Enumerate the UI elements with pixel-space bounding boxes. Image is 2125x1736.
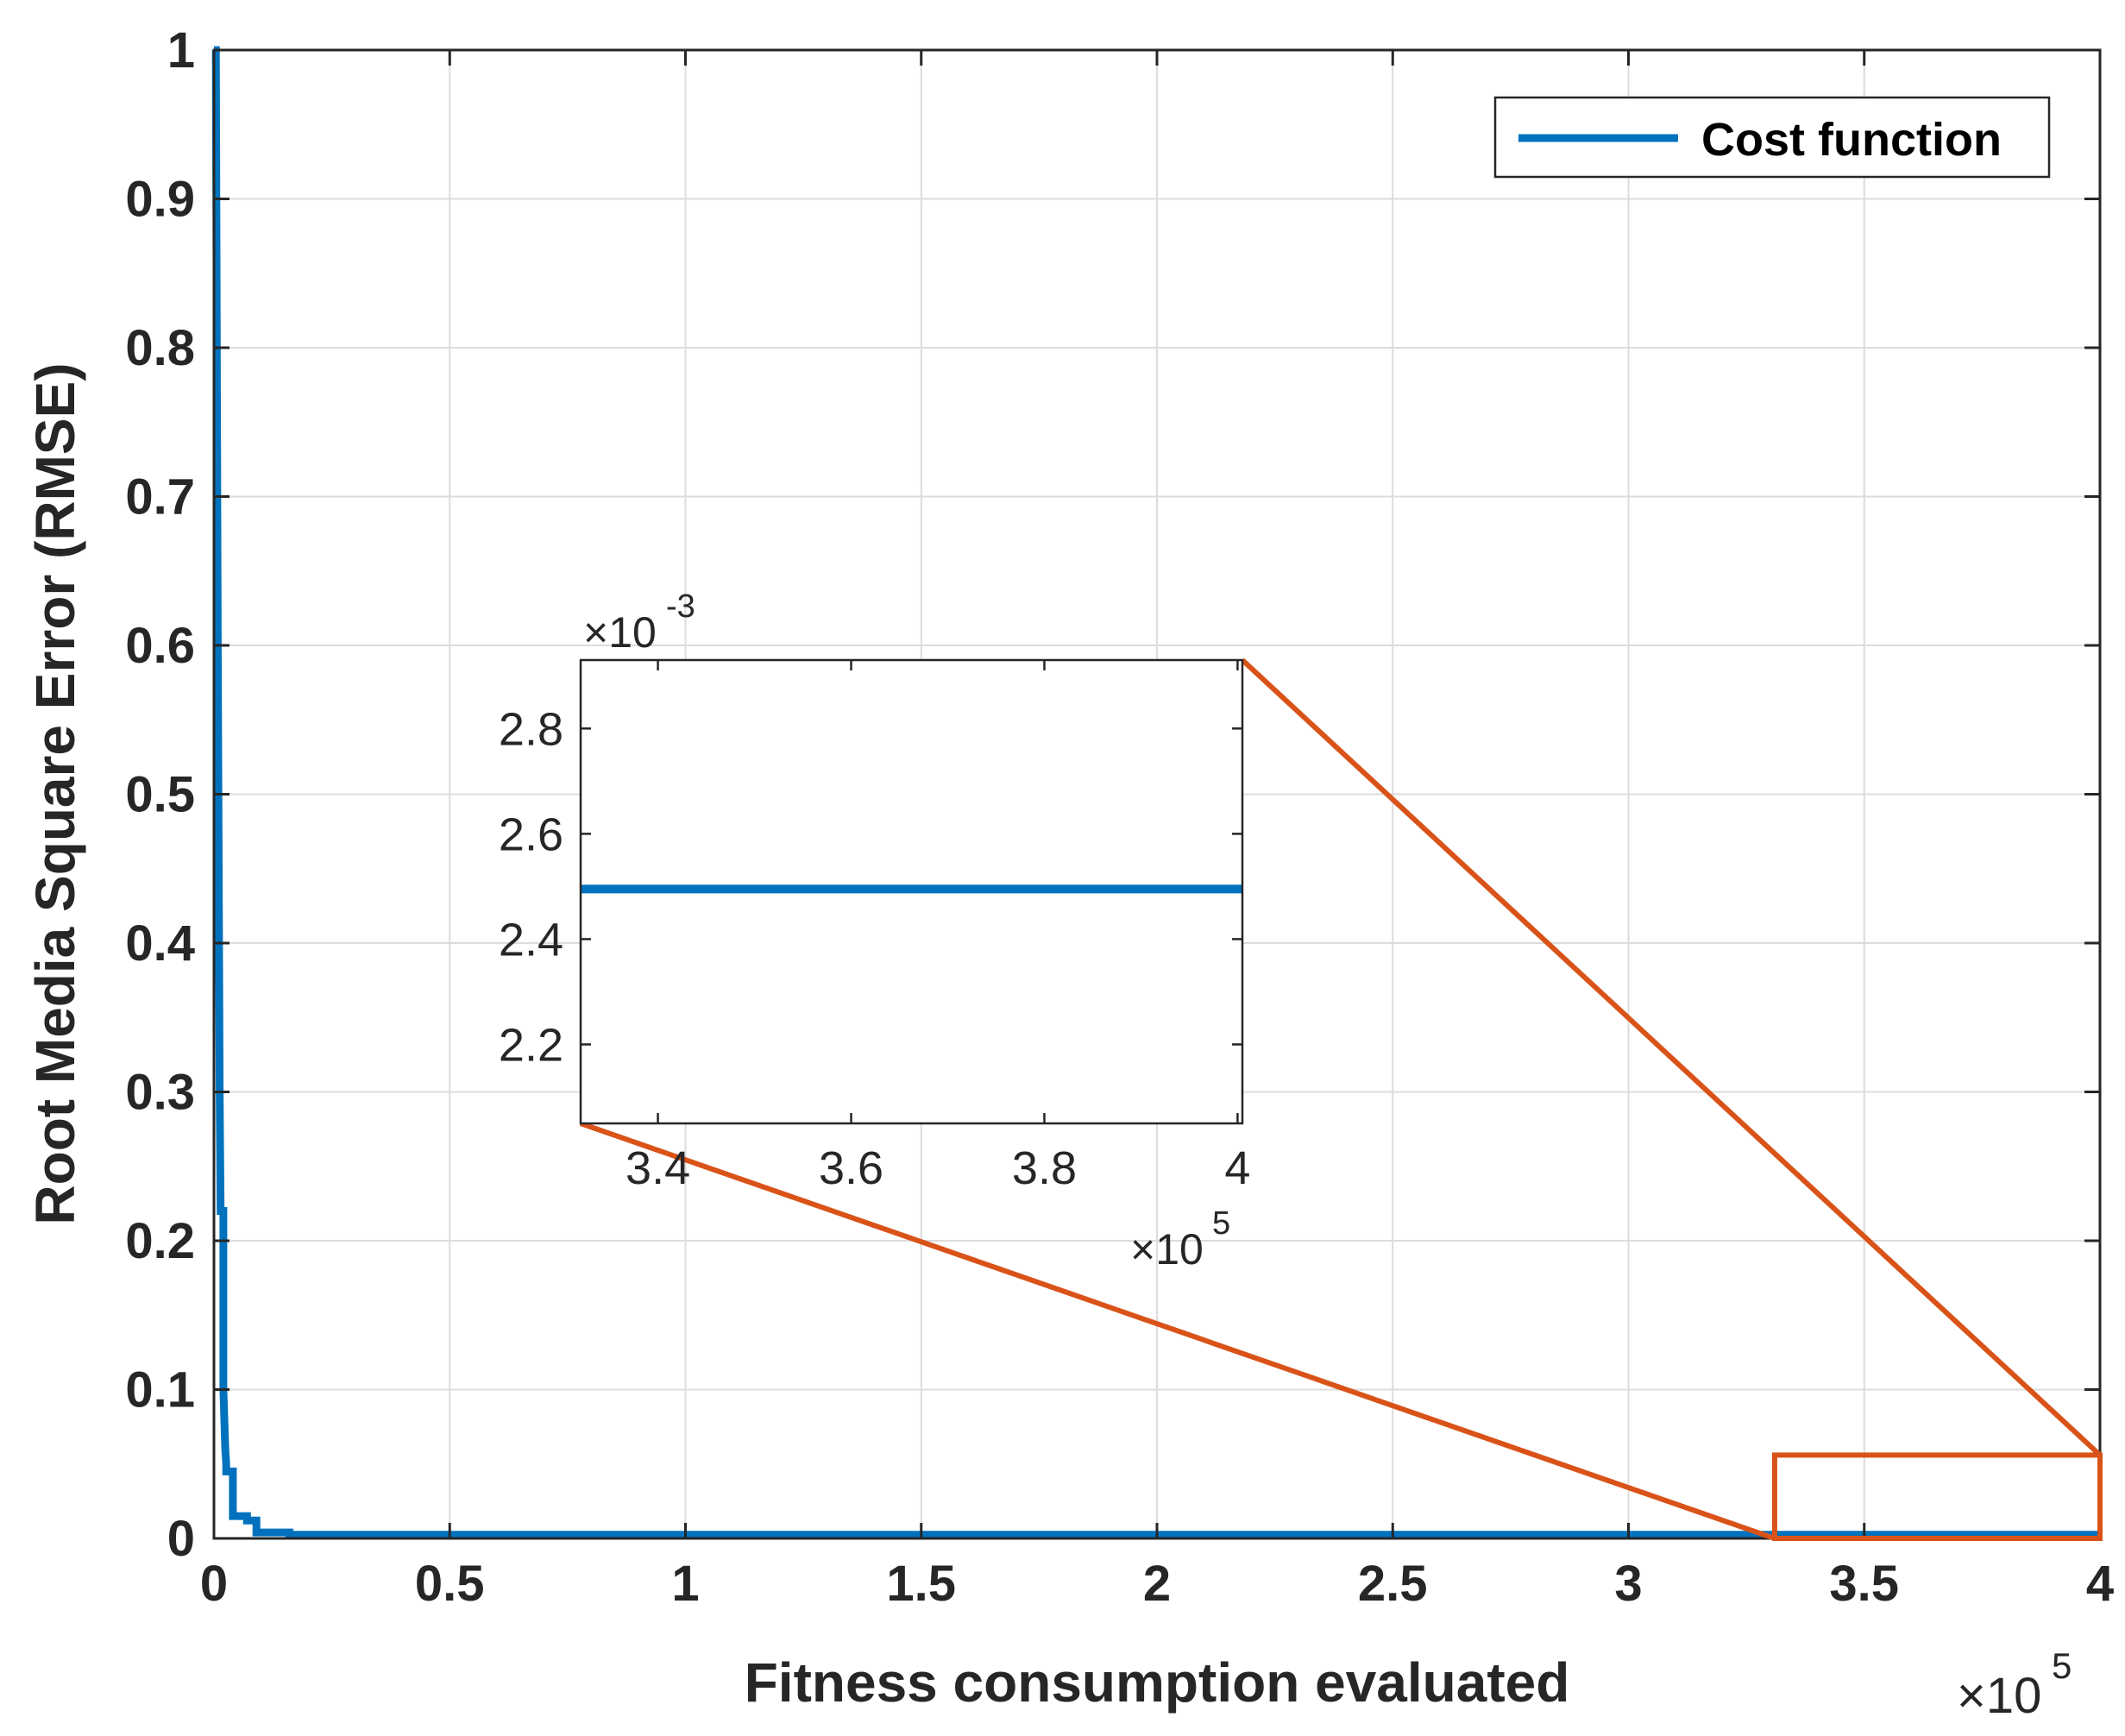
inset-x-tick-label: 3.6 [819,1142,883,1194]
main-y-tick-label: 0.2 [125,1213,195,1269]
inset-x-multiplier-exponent: 5 [1212,1205,1230,1242]
zoom-connector-top [1240,657,2103,1457]
main-y-tick-label: 0.4 [125,915,195,972]
main-x-tick-label: 2.5 [1358,1556,1428,1612]
zoom-indicator [580,657,2103,1542]
main-x-tick-label: 0 [200,1556,228,1612]
main-y-tick-label: 0.6 [125,618,195,674]
legend-label: Cost function [1701,114,2002,166]
main-x-tick-label: 3 [1614,1556,1642,1612]
inset-y-multiplier-base: ×10 [583,608,657,657]
main-series-line [211,46,2100,1539]
legend: Cost function [1493,96,2051,179]
main-y-tick-label: 0.9 [125,172,195,228]
main-y-tick-label: 0 [167,1511,195,1567]
main-x-tick-label: 1.5 [886,1556,956,1612]
main-y-tick-label: 1 [167,22,195,79]
inset-x-tick-label: 4 [1224,1142,1250,1194]
main-x-multiplier-base: ×10 [1957,1668,2041,1724]
zoom-rectangle [1771,1452,2103,1542]
main-x-tick-label: 2 [1143,1556,1171,1612]
main-x-tick-label: 1 [671,1556,699,1612]
y-axis-label: Root Media Square Error (RMSE) [24,362,86,1224]
inset-x-tick-label: 3.8 [1012,1142,1077,1194]
inset-x-multiplier: ×10 5 [1130,1205,1230,1274]
main-series-layer [211,46,2100,1539]
inset-y-ticks: 2.2 2.4 2.6 2.8 [499,703,1242,1071]
inset-y-tick-label: 2.8 [499,703,563,755]
main-y-ticks: 0 0.1 0.2 0.3 0.4 0.5 0.6 0.7 0.8 0.9 1 [125,22,2100,1567]
main-y-tick-label: 0.5 [125,767,195,823]
inset-y-multiplier: ×10 -3 [583,588,695,657]
main-x-tick-label: 0.5 [415,1556,485,1612]
main-y-tick-label: 0.7 [125,469,195,525]
inset-y-multiplier-exponent: -3 [666,588,695,625]
inset-y-tick-label: 2.4 [499,914,563,965]
main-y-tick-label: 0.1 [125,1362,195,1418]
zoom-connector-bottom [580,1121,1776,1541]
inset-x-tick-label: 3.4 [626,1142,690,1194]
inset-x-ticks: 3.4 3.6 3.8 4 [626,660,1250,1194]
inset-axes-frame [579,658,1244,1125]
main-x-tick-label: 4 [2086,1556,2114,1612]
main-y-tick-label: 0.8 [125,320,195,376]
main-x-multiplier-exponent: 5 [2052,1645,2072,1686]
main-y-tick-label: 0.3 [125,1065,195,1121]
inset-y-tick-label: 2.6 [499,808,563,860]
inset-y-tick-label: 2.2 [499,1019,563,1071]
main-x-multiplier: ×10 5 [1957,1645,2072,1724]
inset-x-multiplier-base: ×10 [1130,1225,1204,1274]
main-x-ticks: 0 0.5 1 1.5 2 2.5 3 3.5 4 [200,50,2114,1612]
main-x-tick-label: 3.5 [1829,1556,1899,1612]
x-axis-label: Fitness consumption evaluated [745,1651,1570,1714]
